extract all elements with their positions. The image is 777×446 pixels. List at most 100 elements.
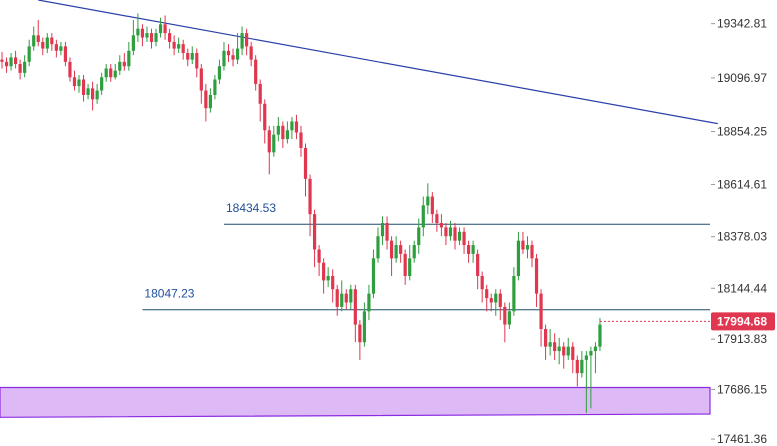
candle-body-75: [340, 293, 344, 307]
candle-body-29: [131, 35, 135, 51]
candle-body-55: [249, 46, 253, 60]
candle-16: [72, 70, 77, 91]
candle-body-12: [54, 44, 58, 51]
y-tick-label-0: 19342.81: [717, 17, 767, 31]
candle-48: [217, 59, 222, 84]
candle-body-61: [276, 125, 280, 135]
candle-body-44: [199, 68, 203, 91]
descending-trendline[interactable]: [38, 0, 718, 125]
candle-body-19: [86, 88, 90, 95]
current-price-label: 17994.68: [717, 314, 767, 328]
candle-1: [4, 57, 9, 73]
candle-114: [516, 231, 521, 281]
candle-29: [131, 19, 135, 56]
candle-body-38: [172, 41, 176, 49]
candle-body-85: [385, 223, 389, 241]
candles: [0, 13, 602, 413]
candle-62: [281, 121, 285, 148]
candle-body-94: [426, 196, 430, 206]
candle-69: [312, 209, 317, 268]
candle-body-57: [258, 83, 262, 104]
candle-17: [77, 75, 81, 93]
candle-12: [54, 39, 58, 58]
candle-97: [439, 214, 444, 237]
price-axis[interactable]: 19342.81 19096.97 18854.25 18614.61 18378.03…: [711, 17, 767, 446]
candle-body-3: [13, 57, 18, 65]
candle-body-26: [118, 61, 122, 71]
candle-body-103: [466, 245, 471, 254]
candle-body-110: [498, 293, 502, 307]
candle-115: [521, 231, 525, 254]
candle-body-8: [36, 35, 40, 42]
candle-76: [344, 289, 348, 310]
candle-body-90: [408, 258, 412, 276]
y-tick-label-4: 18378.03: [717, 230, 767, 244]
candle-body-78: [353, 289, 357, 325]
candle-122: [553, 333, 557, 360]
y-tick-label-3: 18614.61: [717, 177, 767, 191]
candle-body-114: [516, 240, 521, 276]
candle-71: [322, 258, 326, 294]
candle-88: [399, 240, 403, 263]
candle-75: [340, 280, 344, 312]
candle-2: [9, 52, 13, 71]
candle-89: [403, 249, 407, 285]
candle-101: [457, 227, 462, 246]
candle-body-47: [213, 79, 217, 95]
candle-body-49: [222, 50, 226, 67]
y-tick-label-2: 18854.25: [717, 125, 767, 139]
candle-body-99: [448, 227, 453, 237]
candle-body-58: [263, 103, 267, 131]
candle-10: [45, 33, 49, 53]
candle-118: [534, 253, 539, 307]
candle-98: [444, 223, 448, 246]
candle-54: [245, 28, 249, 56]
candle-body-40: [181, 44, 185, 53]
candle-body-86: [389, 240, 394, 259]
candle-body-25: [113, 70, 117, 78]
candle-74: [335, 284, 339, 316]
candle-113: [512, 267, 516, 316]
level-label-1: 18047.23: [144, 287, 194, 301]
candle-103: [466, 240, 471, 263]
candle-body-88: [399, 245, 403, 254]
candle-body-97: [439, 223, 444, 228]
candle-73: [331, 269, 335, 303]
candle-body-24: [109, 68, 113, 78]
candle-124: [562, 342, 566, 369]
candle-body-132: [598, 324, 602, 347]
candle-33: [149, 28, 154, 49]
candle-6: [27, 39, 31, 67]
candle-body-116: [525, 245, 530, 250]
candle-body-18: [81, 79, 86, 95]
candle-95: [430, 192, 434, 223]
candle-11: [50, 33, 54, 51]
candle-body-34: [154, 33, 158, 42]
candle-body-37: [168, 33, 172, 42]
candle-body-104: [471, 245, 475, 254]
support-zone[interactable]: [0, 386, 711, 418]
candle-87: [394, 236, 398, 263]
candle-body-14: [63, 46, 68, 62]
candle-55: [249, 41, 253, 67]
candle-body-93: [421, 205, 425, 228]
candle-60: [272, 125, 276, 157]
candle-body-42: [190, 52, 194, 60]
candle-body-4: [18, 64, 22, 73]
candle-28: [127, 41, 131, 71]
candle-91: [412, 240, 416, 263]
candle-body-96: [435, 214, 439, 223]
candle-body-105: [476, 253, 480, 276]
candle-body-89: [403, 253, 407, 276]
candle-81: [367, 284, 371, 321]
candle-53: [240, 26, 244, 56]
candle-44: [199, 64, 203, 104]
candle-68: [308, 174, 312, 237]
candle-84: [380, 216, 385, 246]
candle-body-108: [489, 298, 493, 303]
candle-90: [408, 245, 412, 281]
candle-body-68: [308, 178, 312, 215]
candle-body-2: [9, 57, 13, 67]
candle-body-41: [186, 52, 190, 60]
